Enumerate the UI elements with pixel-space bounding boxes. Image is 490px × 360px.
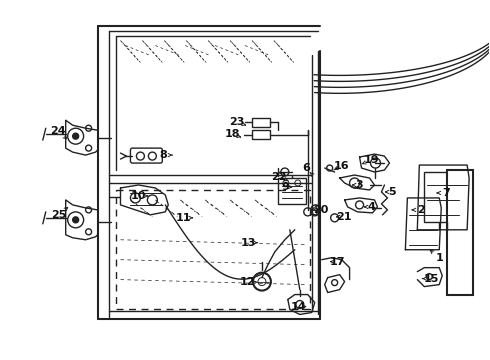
Text: 10: 10 <box>131 191 146 201</box>
Text: 16: 16 <box>334 161 349 171</box>
Text: 7: 7 <box>442 188 450 198</box>
Circle shape <box>73 217 78 223</box>
Bar <box>252 130 270 139</box>
Text: 22: 22 <box>271 172 287 182</box>
Text: 1: 1 <box>436 253 443 263</box>
Text: 20: 20 <box>313 205 328 215</box>
Bar <box>278 178 306 204</box>
Text: 6: 6 <box>302 163 310 173</box>
Bar <box>252 118 270 127</box>
Text: 9: 9 <box>281 182 289 192</box>
Text: 12: 12 <box>239 276 255 287</box>
Bar <box>447 170 473 294</box>
Text: 24: 24 <box>50 126 66 136</box>
Text: 17: 17 <box>330 257 345 267</box>
Text: 19: 19 <box>364 155 379 165</box>
Text: 8: 8 <box>159 150 167 160</box>
Text: 21: 21 <box>336 212 351 222</box>
Text: 25: 25 <box>51 210 67 220</box>
Circle shape <box>73 133 78 139</box>
Text: 14: 14 <box>291 302 307 311</box>
Text: 23: 23 <box>229 117 245 127</box>
Text: 4: 4 <box>368 202 375 212</box>
Text: 11: 11 <box>175 213 191 223</box>
Bar <box>424 172 462 222</box>
Text: 2: 2 <box>417 205 425 215</box>
Text: 18: 18 <box>224 129 240 139</box>
Text: 15: 15 <box>423 274 439 284</box>
Text: 13: 13 <box>240 238 256 248</box>
Text: 3: 3 <box>356 180 364 190</box>
Text: 5: 5 <box>389 187 396 197</box>
FancyBboxPatch shape <box>130 148 162 163</box>
